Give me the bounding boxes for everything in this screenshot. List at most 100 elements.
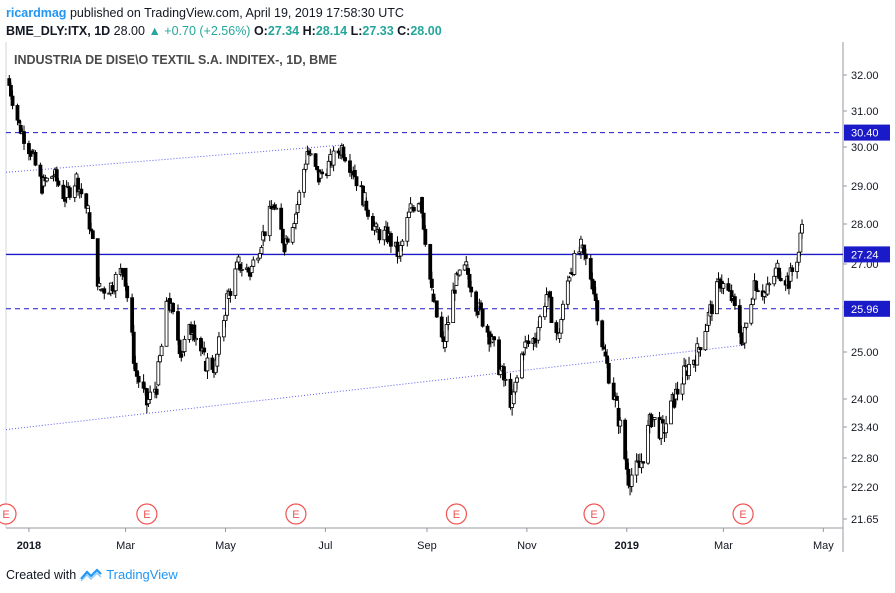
candle-body (87, 212, 92, 230)
candle-body (156, 361, 161, 386)
candle-body (257, 253, 262, 259)
candle-body (228, 290, 233, 296)
tradingview-brand-link[interactable]: TradingView (106, 567, 178, 582)
open-label: O: (253, 24, 268, 38)
candle-body (251, 259, 256, 267)
candle-body (192, 324, 197, 341)
candle-body (775, 262, 780, 269)
price-chart[interactable]: INDUSTRIA DE DISE\O TEXTIL S.A. INDITEX-… (0, 42, 895, 557)
y-tick-label: 21.65 (851, 514, 879, 526)
earnings-marker-label: E (143, 509, 150, 521)
candle-body (515, 377, 519, 383)
y-tick-label: 22.20 (851, 482, 879, 494)
candle-body (320, 171, 325, 175)
candle-body (45, 177, 49, 182)
candle-body (511, 391, 516, 405)
earnings-marker-label: E (2, 509, 9, 521)
candle-body (120, 268, 125, 274)
ohlc-line: BME_DLY:ITX, 1D 28.00 ▲ +0.70 (+2.56%) O… (6, 22, 442, 40)
candle-body (454, 273, 459, 286)
candle-body (549, 296, 554, 324)
candle-body (710, 304, 714, 315)
candle-body (72, 185, 77, 198)
candle-body (526, 340, 531, 344)
earnings-marker-label: E (590, 509, 597, 521)
candle-body (629, 474, 634, 487)
candle-body (641, 461, 646, 464)
candle-body (429, 278, 434, 288)
candle-body (682, 365, 687, 385)
x-tick-label: Mar (714, 540, 733, 552)
tradingview-logo-icon (80, 567, 102, 581)
candle-body (54, 169, 59, 182)
last-price: 28.00 (113, 24, 145, 38)
candle-body (372, 225, 377, 231)
high-label: H: (302, 24, 316, 38)
candle-body (15, 105, 20, 121)
candle-body (749, 304, 754, 324)
candle-body (292, 223, 297, 228)
candle-body (567, 277, 572, 282)
candle-body (680, 383, 685, 395)
candle-body (249, 265, 254, 273)
candle-body (348, 160, 352, 173)
publish-line: ricardmag published on TradingView.com, … (6, 4, 442, 22)
candle-body (405, 217, 410, 242)
symbol-label: BME_DLY:ITX, 1D (6, 24, 111, 38)
candle-body (565, 280, 570, 305)
candle-body (389, 233, 393, 247)
candle-body (341, 146, 346, 158)
y-tick-label: 28.00 (851, 219, 879, 231)
earnings-marker-label: E (739, 509, 746, 521)
candle-body (125, 285, 130, 299)
candle-body (464, 261, 469, 266)
candle-body (469, 286, 474, 293)
level-price-tag (844, 124, 890, 141)
candle-body (485, 325, 490, 333)
candle-body (521, 353, 526, 356)
candle-body (474, 291, 478, 312)
earnings-marker (732, 503, 754, 525)
candle-body (61, 184, 66, 200)
candle-body (618, 419, 623, 427)
chart-header: ricardmag published on TradingView.com, … (6, 4, 442, 40)
close-value: 28.00 (410, 24, 442, 38)
candle-body (502, 366, 506, 381)
candle-body (176, 311, 180, 341)
level-price-tag (844, 300, 890, 317)
candle-body (592, 280, 596, 295)
candle-body (407, 211, 411, 218)
open-value: 27.34 (267, 24, 300, 38)
candle-body (27, 143, 31, 155)
candle-body (259, 247, 264, 254)
candle-body (479, 302, 483, 310)
candle-body (297, 191, 302, 205)
candle-body (739, 332, 744, 345)
candle-body (755, 290, 760, 293)
up-arrow-icon: ▲ (148, 24, 161, 38)
candle-body (705, 324, 709, 332)
candle-body (202, 347, 207, 353)
candle-body (366, 209, 370, 217)
candle-body (439, 316, 444, 338)
candle-body (669, 400, 673, 425)
candle-body (235, 261, 239, 270)
candle-body (123, 267, 128, 287)
candle-body (171, 303, 175, 312)
author-link[interactable]: ricardmag (6, 6, 67, 20)
candle-body (38, 164, 43, 177)
candle-body (398, 245, 403, 257)
candle-body (7, 78, 12, 86)
candle-body (85, 205, 90, 209)
candle-body (544, 294, 549, 307)
candle-body (28, 153, 33, 157)
candle-body (606, 362, 611, 384)
candle-body (732, 296, 737, 306)
candle-body (800, 223, 804, 234)
candle-body (683, 365, 688, 368)
candle-body (615, 395, 619, 401)
candle-body (721, 283, 726, 289)
y-tick-label: 25.00 (851, 347, 879, 359)
candle-body (737, 305, 742, 334)
earnings-marker-label: E (292, 509, 299, 521)
